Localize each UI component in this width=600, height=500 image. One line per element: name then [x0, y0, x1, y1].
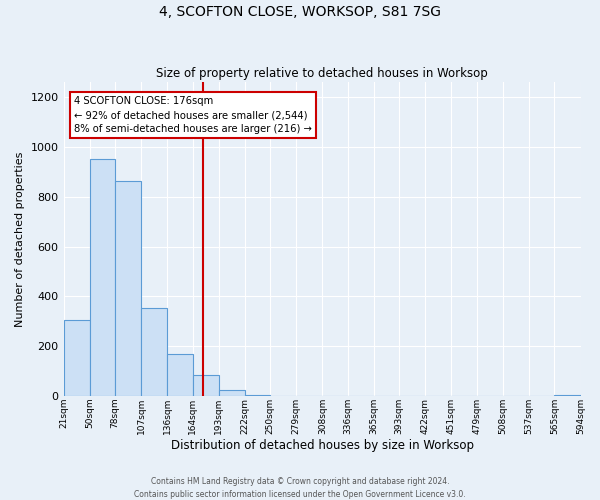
Bar — [115, 180, 141, 396]
X-axis label: Distribution of detached houses by size in Worksop: Distribution of detached houses by size … — [170, 440, 473, 452]
Bar — [167, 354, 193, 396]
Bar — [193, 375, 219, 396]
Bar — [245, 395, 270, 396]
Bar — [554, 395, 581, 396]
Text: Contains HM Land Registry data © Crown copyright and database right 2024.
Contai: Contains HM Land Registry data © Crown c… — [134, 478, 466, 499]
Y-axis label: Number of detached properties: Number of detached properties — [15, 152, 25, 327]
Bar — [90, 160, 115, 396]
Title: Size of property relative to detached houses in Worksop: Size of property relative to detached ho… — [156, 66, 488, 80]
Bar — [141, 308, 167, 396]
Bar — [64, 320, 90, 396]
Text: 4, SCOFTON CLOSE, WORKSOP, S81 7SG: 4, SCOFTON CLOSE, WORKSOP, S81 7SG — [159, 5, 441, 19]
Text: 4 SCOFTON CLOSE: 176sqm
← 92% of detached houses are smaller (2,544)
8% of semi-: 4 SCOFTON CLOSE: 176sqm ← 92% of detache… — [74, 96, 312, 134]
Bar — [219, 390, 245, 396]
